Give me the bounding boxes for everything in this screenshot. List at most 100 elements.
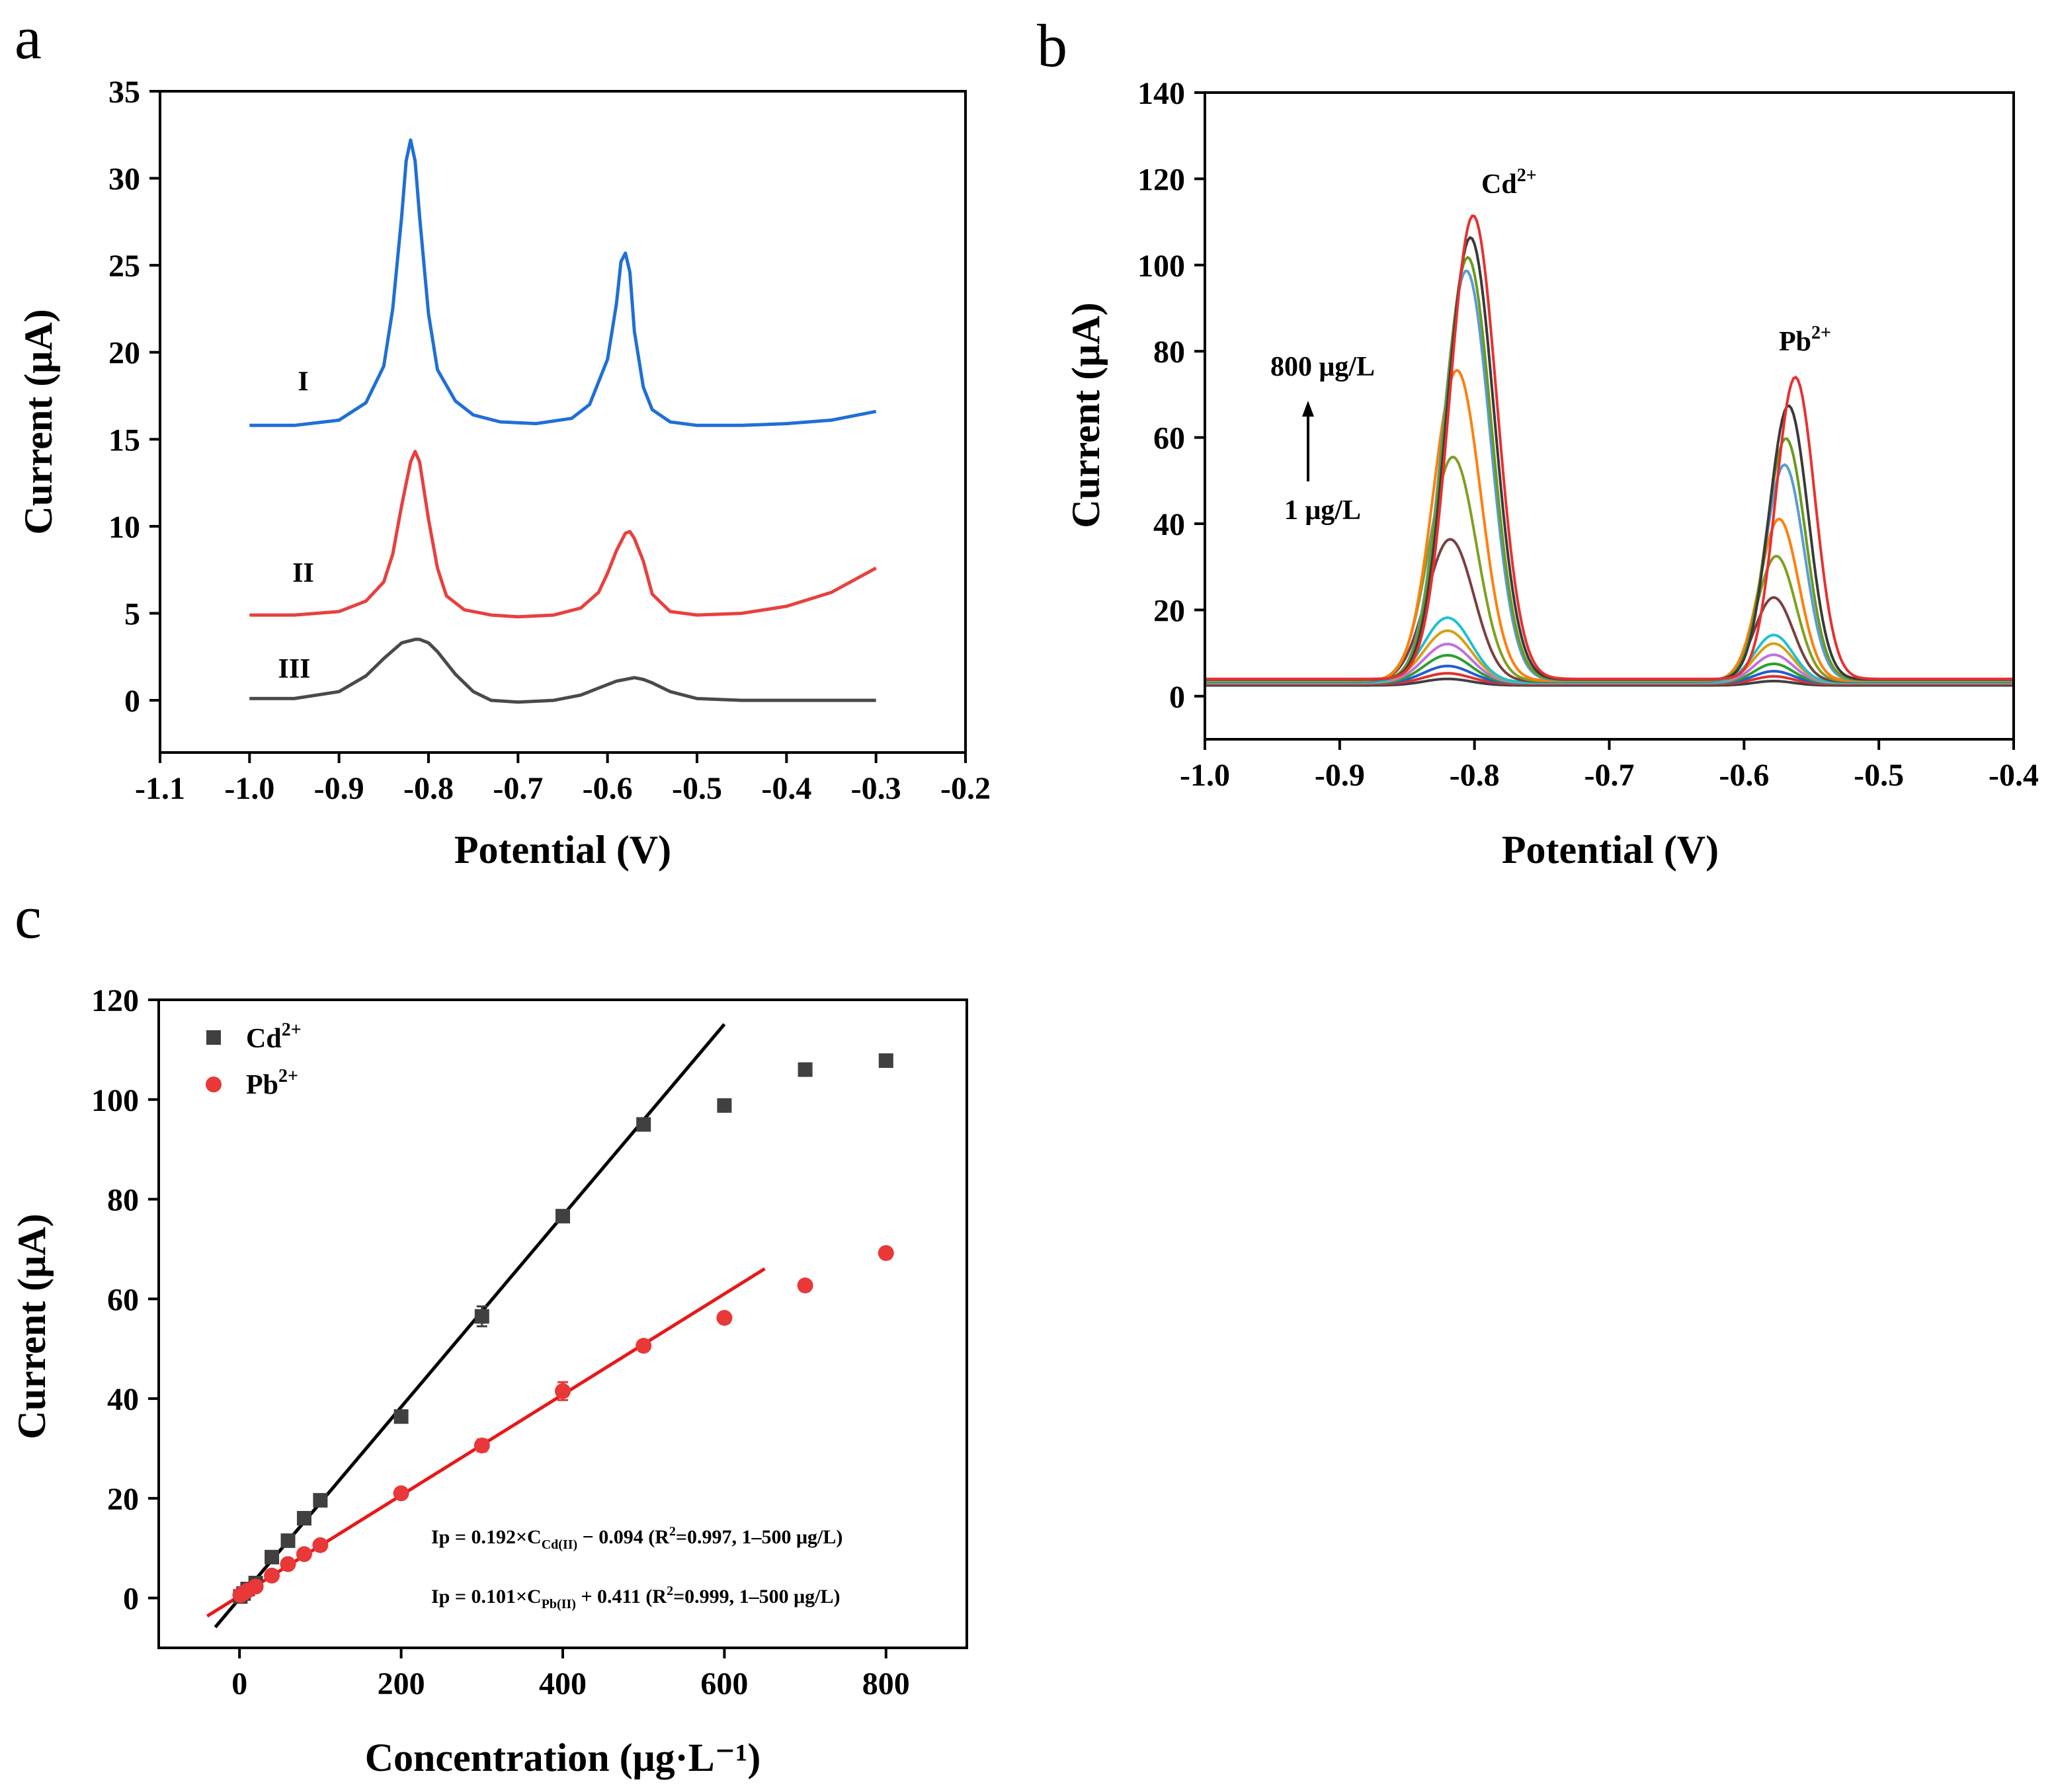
- panel-b-ytick-label: 100: [1137, 249, 1185, 284]
- panel-c-ytick-label: 60: [107, 1282, 139, 1317]
- panel-c-point-pb: [555, 1383, 571, 1399]
- panel-a-ytick-label: 0: [124, 684, 140, 719]
- legend-pb-marker: [206, 1077, 222, 1092]
- panel-c-point-cd: [636, 1117, 651, 1132]
- arrow-bottom-label: 1 μg/L: [1284, 495, 1361, 526]
- panel-c-ylabel: Current (μA): [10, 1213, 54, 1439]
- panel-a-xtick-label: -0.4: [761, 771, 811, 806]
- panel-c-ytick-label: 100: [91, 1083, 139, 1118]
- panel-c-point-cd: [393, 1409, 409, 1424]
- panel-b-xlabel: Potential (V): [1502, 828, 1719, 872]
- panel-a-series: [249, 138, 877, 704]
- panel-a-curve-I: [249, 138, 877, 427]
- panel-b-series: [1205, 214, 2014, 687]
- panel-a-curve-III: [249, 637, 876, 704]
- cd-peak-label: Cd2+: [1481, 165, 1537, 200]
- panel-a-ylabel: Current (μA): [17, 309, 60, 534]
- legend-cd-sup: 2+: [282, 1020, 302, 1040]
- panel-c-xtick-label: 0: [231, 1666, 247, 1701]
- pb-fit-equation: Ip = 0.101×CPb(II) + 0.411 (R2=0.999, 1–…: [431, 1584, 841, 1611]
- panel-a-xtick-label: -0.7: [493, 771, 543, 806]
- panel-c-point-cd: [878, 1053, 893, 1068]
- panel-a-frame: [159, 90, 967, 754]
- panel-a-xtick-label: -0.9: [314, 771, 364, 806]
- panel-c-point-cd: [265, 1549, 280, 1565]
- pb-eq-sup: 2: [667, 1584, 673, 1598]
- panel-b-xtick-label: -0.5: [1854, 758, 1904, 793]
- panel-c-xtick-label: 200: [378, 1666, 425, 1701]
- panel-a-xlabel: Potential (V): [454, 828, 671, 872]
- panel-c-point-cd: [280, 1533, 296, 1548]
- cd-fit-equation: Ip = 0.192×CCd(II) − 0.094 (R2=0.997, 1–…: [431, 1524, 842, 1552]
- pb-eq-pre: Ip = 0.101×C: [431, 1586, 542, 1608]
- panel-a-xtick-label: -1.1: [135, 771, 185, 806]
- panel-c-ytick-label: 40: [107, 1382, 139, 1417]
- panel-c-point-cd: [555, 1209, 570, 1224]
- panel-b-ytick-label: 80: [1153, 335, 1185, 370]
- pb-eq-post: =0.999, 1–500 μg/L): [673, 1586, 840, 1608]
- panel-c-point-cd: [717, 1098, 732, 1113]
- panel-a-xtick-label: -1.0: [224, 771, 274, 806]
- panel-b-curve-6: [1205, 629, 2014, 684]
- legend-pb-text: Pb: [246, 1070, 278, 1100]
- panel-c-point-pb: [716, 1309, 733, 1326]
- panel-b-ylabel: Current (μA): [1064, 302, 1108, 528]
- panel-c-point-pb: [473, 1437, 490, 1453]
- panel-c-point-pb: [878, 1244, 894, 1261]
- panel-b-curve-9: [1205, 456, 2014, 682]
- panel-b-xtick-label: -1.0: [1180, 758, 1230, 793]
- panel-a-xtick-label: -0.3: [851, 771, 901, 806]
- panel-letter-a: a: [15, 4, 42, 71]
- panel-b-xtick-label: -0.6: [1719, 758, 1769, 793]
- panel-c-ytick-label: 80: [107, 1183, 139, 1218]
- panel-letter-c: c: [15, 883, 42, 951]
- panel-a-xtick-label: -0.8: [403, 771, 454, 806]
- panel-b-xtick-label: -0.4: [1989, 758, 2039, 793]
- panel-b-xtick-label: -0.8: [1450, 758, 1500, 793]
- legend-cd-marker: [206, 1030, 221, 1045]
- panel-c-axes: 0 200 400 600 800 0 20 40 60 80 100 120: [91, 983, 910, 1701]
- panel-c-point-pb: [393, 1485, 409, 1502]
- panel-c-ytick-label: 20: [107, 1482, 139, 1517]
- cd-eq-pre: Ip = 0.192×C: [431, 1526, 542, 1548]
- panel-b-curve-8: [1205, 538, 2014, 683]
- panel-b-ytick-label: 20: [1153, 593, 1185, 628]
- panel-c-ytick-label: 0: [123, 1582, 139, 1617]
- legend-pb-label: Pb2+: [246, 1066, 298, 1100]
- panel-b-xtick-label: -0.9: [1315, 758, 1365, 793]
- panel-b-xtick-label: -0.7: [1584, 758, 1635, 793]
- panel-c-frame: [157, 998, 968, 1649]
- panel-a-label-III: III: [278, 654, 310, 684]
- panel-b: b -1.0 -0.9 -0.8 -0.7 -0.6 -0.5 -0.4 0 20 40 60 80 1…: [1037, 12, 2039, 872]
- panel-a-ytick-label: 10: [108, 510, 140, 545]
- panel-c-point-cd: [296, 1511, 311, 1526]
- panel-a-ytick-label: 15: [108, 423, 140, 458]
- panel-a-ytick-label: 30: [108, 162, 140, 197]
- panel-c-point-pb: [636, 1338, 652, 1354]
- panel-a-curve-II: [249, 450, 877, 619]
- cd-eq-post: =0.997, 1–500 μg/L): [676, 1526, 842, 1548]
- panel-b-curve-13: [1205, 236, 2014, 681]
- panel-c-point-pb: [312, 1537, 329, 1553]
- panel-c-point-pb: [247, 1578, 264, 1595]
- panel-b-curve-14: [1205, 214, 2014, 680]
- panel-c-ytick-label: 120: [91, 983, 139, 1018]
- panel-b-frame: [1204, 91, 2015, 741]
- panel-c-legend: Cd2+ Pb2+: [206, 1020, 302, 1100]
- panel-a: a -1.1 -1.0 -0.9 -0.8 -0.7 -0.6 -0.5 -0.4 -0.3 -0…: [15, 4, 991, 872]
- legend-pb-sup: 2+: [278, 1066, 298, 1086]
- cd-eq-mid: − 0.094 (R: [577, 1526, 669, 1548]
- pb-peak-label: Pb2+: [1779, 323, 1831, 357]
- pb-label-text: Pb: [1779, 327, 1811, 357]
- panel-c-xtick-label: 800: [862, 1666, 910, 1701]
- panel-a-label-II: II: [292, 558, 314, 589]
- panel-b-curve-5: [1205, 642, 2014, 684]
- panel-a-ytick-label: 5: [124, 596, 140, 631]
- panel-a-axes: -1.1 -1.0 -0.9 -0.8 -0.7 -0.6 -0.5 -0.4 -0.3 -0.2…: [108, 75, 991, 806]
- panel-b-curve-7: [1205, 616, 2014, 684]
- cd-label-sup: 2+: [1517, 165, 1537, 186]
- panel-b-curve-12: [1205, 256, 2014, 681]
- panel-c-point-pb: [296, 1546, 312, 1563]
- panel-a-ytick-label: 35: [108, 75, 140, 110]
